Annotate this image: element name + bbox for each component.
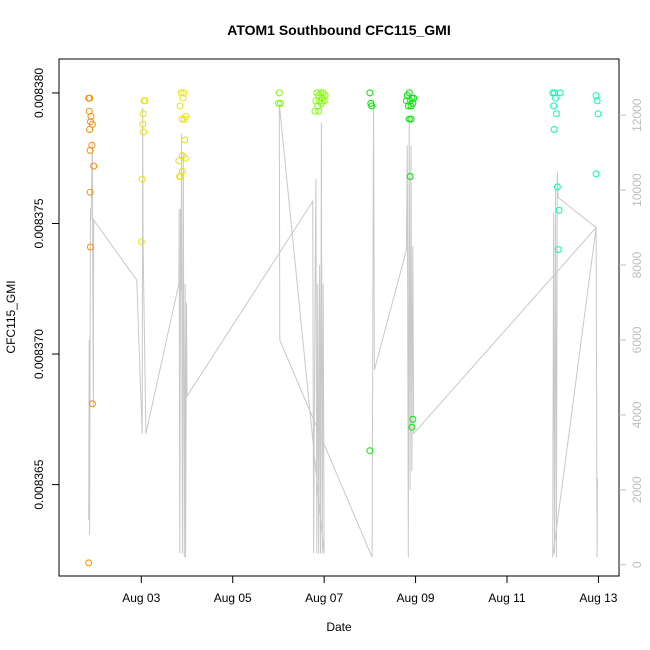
x-tick-label: Aug 11 [488,591,525,605]
x-tick-label: Aug 13 [579,591,617,605]
data-point [181,154,189,162]
data-point [141,97,149,105]
data-point [406,173,414,180]
y-left-tick-label: 0.008365 [32,459,46,509]
data-point [181,136,189,144]
plot-frame [58,58,620,577]
point-series [85,89,602,567]
y-left-tick-label: 0.008380 [32,68,46,118]
data-point [405,89,413,97]
data-point [275,89,283,97]
data-point [593,97,601,105]
data-point [87,112,95,120]
x-tick-label: Aug 07 [305,591,343,605]
data-point [139,110,147,118]
data-point [594,110,602,118]
data-point [550,102,558,110]
x-axis: Aug 03 Aug 05 Aug 07 Aug 09 Aug 11 Aug 13 [122,576,618,605]
data-point [140,128,148,136]
y-right-tick-label: 8000 [630,251,644,278]
x-tick-label: Aug 03 [122,591,160,605]
data-point [554,246,562,254]
data-point [366,447,374,455]
data-point [552,94,559,102]
x-axis-label: Date [326,620,352,634]
data-point [407,102,415,110]
data-point [88,141,96,149]
data-point [175,157,183,165]
data-point [86,126,94,133]
data-point [368,102,376,110]
x-tick-label: Aug 09 [397,591,435,605]
data-point [179,94,187,102]
data-point [137,238,145,246]
y-right-tick-label: 2000 [630,476,644,503]
data-point [182,112,190,120]
y-left-tick-label: 0.008370 [32,329,46,379]
y-right-tick-label: 12000 [630,98,644,132]
data-point [138,175,146,183]
line-series [88,100,598,558]
data-point [87,243,94,251]
data-point [320,97,328,105]
y-axis-label: CFC115_GMI [4,280,18,353]
data-point [276,99,284,107]
data-point [85,559,93,567]
data-point [592,170,600,178]
x-tick-label: Aug 05 [214,591,252,605]
data-point [88,400,96,408]
data-point [555,206,563,214]
y-right-axis: 0 2000 4000 6000 8000 10000 12000 [619,98,644,568]
data-point [410,94,418,102]
data-point [176,102,184,110]
data-point [315,107,323,115]
y-right-tick-label: 10000 [630,173,644,207]
data-point [366,89,374,97]
y-left-axis: 0.008365 0.008370 0.008375 0.008380 [32,68,59,510]
data-point [550,126,558,133]
data-point [553,183,561,191]
chart-title: ATOM1 Southbound CFC115_GMI [227,22,451,38]
data-point [88,120,96,128]
data-point [177,173,185,180]
data-point [321,92,329,100]
data-point [552,110,560,118]
data-point [408,423,416,431]
y-left-tick-label: 0.008375 [32,198,46,248]
y-right-tick-label: 0 [630,561,644,568]
data-point [180,89,188,97]
data-point [409,415,417,423]
data-point [86,94,94,102]
data-point [592,92,600,100]
data-point [556,89,564,97]
data-point [139,120,147,128]
data-point [405,115,413,123]
data-point [86,188,94,196]
series-line [88,100,598,558]
data-point [274,99,282,107]
data-point [90,162,98,170]
y-right-tick-label: 4000 [630,401,644,428]
y-right-tick-label: 6000 [630,326,644,353]
